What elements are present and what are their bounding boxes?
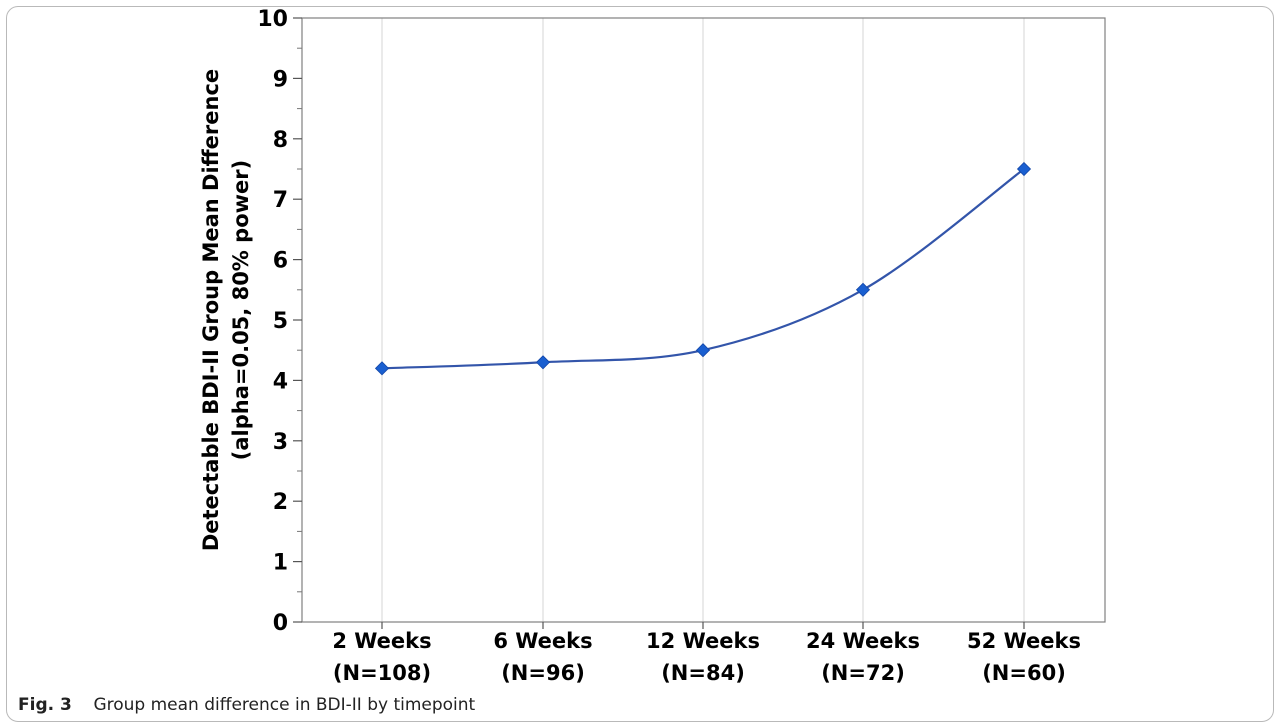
data-point-2 (535, 355, 551, 370)
x-tick-label-4: 24 Weeks (806, 629, 920, 653)
y-tick-label-4: 4 (273, 369, 288, 394)
x-tick-label-1-sub: (N=108) (333, 661, 431, 685)
y-tick-label-3: 3 (273, 430, 288, 455)
x-tick-label-5: 52 Weeks (967, 629, 1081, 653)
y-axis-title: Detectable BDI-II Group Mean Difference(… (199, 69, 253, 551)
y-tick-label-6: 6 (273, 249, 288, 274)
y-tick-label-1: 1 (273, 551, 288, 576)
y-tick-label-2: 2 (273, 490, 288, 515)
y-axis-title-line-2: (alpha=0.05, 80% power) (229, 160, 253, 460)
data-point-1 (374, 361, 390, 376)
x-tick-label-2-sub: (N=96) (501, 661, 585, 685)
series-line-1 (381, 168, 1025, 370)
data-point-5 (1016, 161, 1032, 177)
grid-layer (381, 18, 1025, 622)
y-tick-label-0: 0 (273, 611, 288, 636)
y-axis-title-line-1: Detectable BDI-II Group Mean Difference (199, 69, 223, 551)
y-tick-label-7: 7 (273, 188, 288, 213)
figure-caption: Fig. 3 Group mean difference in BDI-II b… (18, 695, 475, 715)
x-tick-label-2: 6 Weeks (493, 629, 592, 653)
y-tick-label-8: 8 (273, 128, 288, 153)
x-tick-label-5-sub: (N=60) (982, 661, 1066, 685)
x-tick-label-3: 12 Weeks (646, 629, 760, 653)
data-point-3 (695, 343, 711, 358)
y-tick-label-5: 5 (273, 309, 288, 334)
line-chart: 0 1 2 3 4 5 6 7 8 9 10 2 Weeks (N=108) 6 Weeks (N=96) 1… (199, 7, 1106, 685)
axis-layer: 0 1 2 3 4 5 6 7 8 9 10 2 Weeks (N=108) 6 Weeks (N=96) 1… (257, 7, 1081, 685)
caption-figure-label: Fig. 3 (18, 695, 72, 715)
y-tick-label-9: 9 (273, 67, 288, 92)
x-tick-label-3-sub: (N=84) (661, 661, 745, 685)
data-point-4 (855, 282, 871, 297)
y-tick-label-10: 10 (257, 7, 288, 32)
caption-text: Group mean difference in BDI-II by timep… (93, 695, 476, 715)
series-layer (374, 161, 1032, 376)
x-tick-label-1: 2 Weeks (332, 629, 431, 653)
x-tick-label-4-sub: (N=72) (821, 661, 905, 685)
figure-frame (6, 6, 1274, 722)
